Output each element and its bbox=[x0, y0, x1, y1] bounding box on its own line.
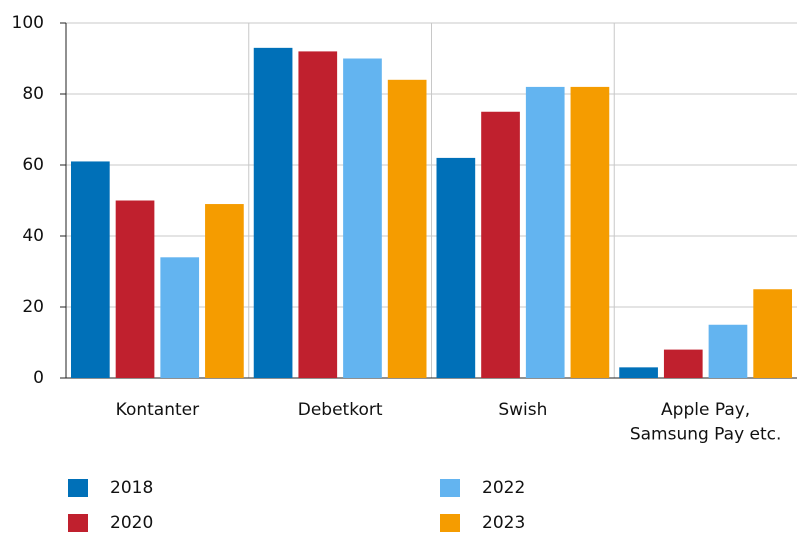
bar bbox=[525, 86, 565, 379]
legend-swatch bbox=[440, 479, 460, 497]
y-tick-label: 80 bbox=[22, 84, 44, 104]
bar bbox=[343, 58, 382, 378]
y-tick-label: 60 bbox=[22, 155, 44, 175]
x-tick-label: Apple Pay, Samsung Pay etc. bbox=[630, 400, 782, 445]
bar bbox=[387, 79, 427, 379]
legend-label: 2018 bbox=[110, 478, 153, 498]
y-tick-label: 40 bbox=[22, 226, 44, 246]
bar bbox=[436, 157, 476, 378]
bar bbox=[253, 47, 293, 378]
x-tick-label: Swish bbox=[498, 400, 547, 420]
bar bbox=[570, 86, 610, 379]
bar bbox=[481, 111, 520, 378]
y-tick-label: 0 bbox=[33, 368, 44, 388]
legend-label: 2020 bbox=[110, 513, 153, 533]
bar bbox=[619, 367, 658, 378]
bar bbox=[160, 257, 200, 378]
legend-swatch bbox=[68, 479, 88, 497]
x-tick-label: Kontanter bbox=[116, 400, 199, 420]
bar bbox=[71, 161, 110, 378]
bar bbox=[753, 289, 792, 378]
legend-label: 2022 bbox=[482, 478, 525, 498]
y-tick-label: 100 bbox=[12, 13, 44, 33]
bar bbox=[298, 51, 338, 379]
bar bbox=[663, 349, 703, 378]
legend-swatch bbox=[440, 514, 460, 532]
legend-label: 2023 bbox=[482, 513, 525, 533]
y-tick-label: 20 bbox=[22, 297, 44, 317]
legend-swatch bbox=[68, 514, 88, 532]
x-tick-label: Debetkort bbox=[298, 400, 383, 420]
bar bbox=[205, 204, 244, 378]
bar bbox=[708, 324, 748, 378]
bar bbox=[115, 200, 155, 378]
